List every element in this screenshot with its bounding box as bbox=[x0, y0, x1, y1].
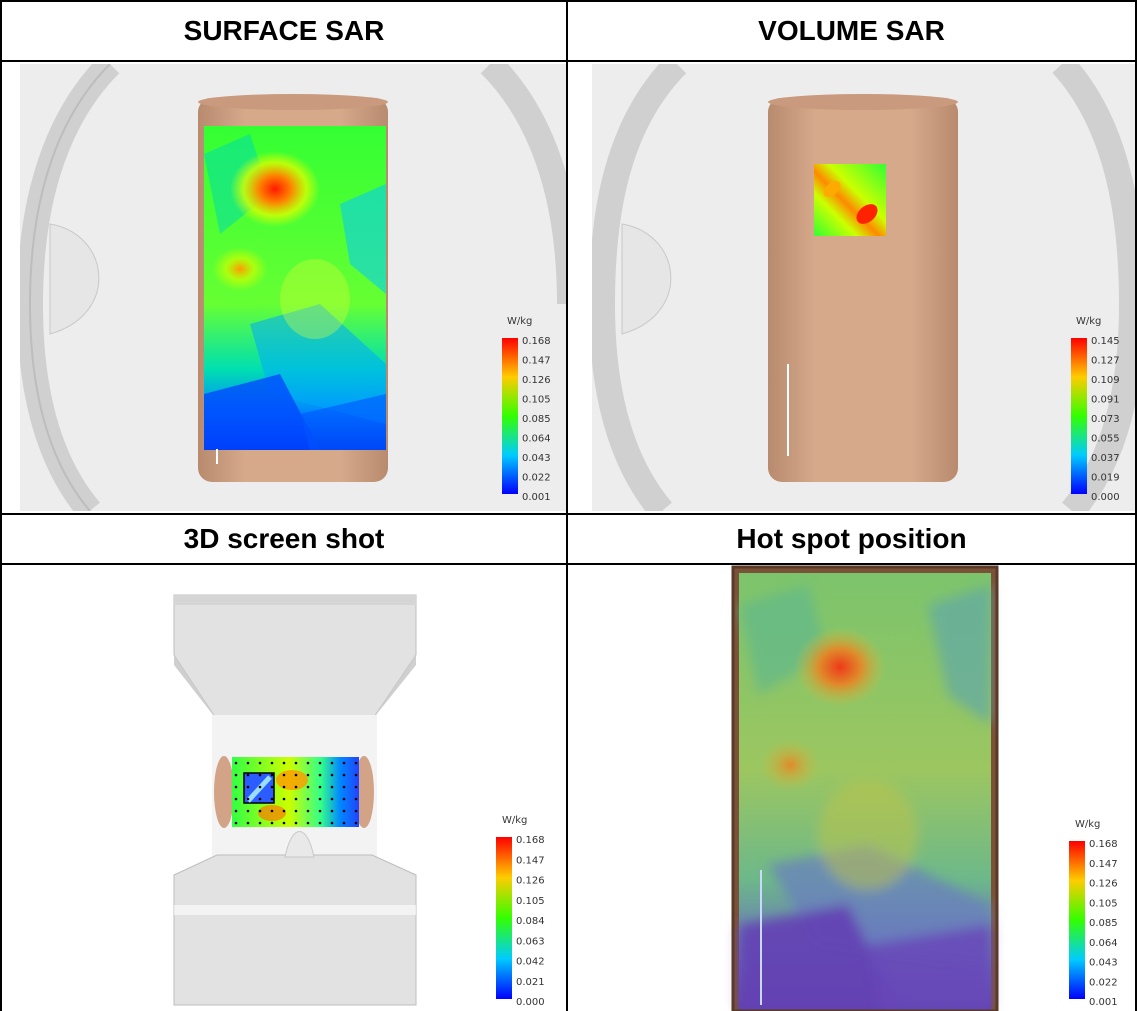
volume-sar-image: W/kg 0.145 0.127 0.109 0.091 0.073 0.055 0.037… bbox=[592, 64, 1135, 511]
header-volume-sar: VOLUME SAR bbox=[758, 15, 945, 46]
legend-tick-label: 0.084 bbox=[516, 916, 545, 927]
table-border-top bbox=[0, 0, 1137, 2]
hotspot-color-scale bbox=[1069, 841, 1085, 999]
legend-tick-label: 0.085 bbox=[1089, 918, 1118, 929]
surface-legend-unit: W/kg bbox=[507, 316, 532, 327]
legend-tick-label: 0.085 bbox=[522, 414, 551, 425]
legend-tick-label: 0.064 bbox=[1089, 938, 1118, 949]
table-border-left bbox=[0, 0, 2, 1011]
screenshot-legend-ticks: 0.168 0.147 0.126 0.105 0.084 0.063 0.042 0.021… bbox=[516, 835, 545, 1008]
legend-tick-label: 0.168 bbox=[516, 835, 545, 846]
legend-tick-label: 0.000 bbox=[1091, 492, 1120, 503]
table-border-middle bbox=[566, 0, 568, 1011]
legend-tick-label: 0.091 bbox=[1091, 395, 1120, 406]
volume-legend-ticks: 0.145 0.127 0.109 0.091 0.073 0.055 0.037 0.019… bbox=[1091, 336, 1120, 503]
legend-tick-label: 0.127 bbox=[1091, 356, 1120, 367]
legend-tick-label: 0.001 bbox=[1089, 997, 1118, 1008]
legend-tick-label: 0.043 bbox=[522, 453, 551, 464]
legend-tick-label: 0.000 bbox=[516, 997, 545, 1008]
surface-legend-ticks: 0.168 0.147 0.126 0.105 0.085 0.064 0.043 0.022… bbox=[522, 336, 551, 503]
screenshot-3d-image: W/kg 0.168 0.147 0.126 0.105 0.084 0.063 0.042… bbox=[2, 565, 566, 1011]
legend-tick-label: 0.021 bbox=[516, 977, 545, 988]
legend-tick-label: 0.055 bbox=[1091, 434, 1120, 445]
legend-tick-label: 0.126 bbox=[516, 876, 545, 887]
legend-tick-label: 0.022 bbox=[1089, 977, 1118, 988]
legend-tick-label: 0.073 bbox=[1091, 414, 1120, 425]
header-hot-spot-position: Hot spot position bbox=[736, 523, 967, 554]
legend-tick-label: 0.147 bbox=[516, 855, 545, 866]
legend-tick-label: 0.037 bbox=[1091, 453, 1120, 464]
legend-tick-label: 0.147 bbox=[1089, 859, 1118, 870]
table-border-row1 bbox=[0, 513, 1137, 515]
table-border-header2 bbox=[0, 563, 1137, 565]
screenshot-legend-unit: W/kg bbox=[502, 815, 527, 826]
legend-tick-label: 0.064 bbox=[522, 434, 551, 445]
legend-tick-label: 0.145 bbox=[1091, 336, 1120, 347]
legend-tick-label: 0.001 bbox=[522, 492, 551, 503]
volume-color-scale bbox=[1071, 338, 1087, 494]
surface-sar-image: W/kg 0.168 0.147 0.126 0.105 0.085 0.064 0.043… bbox=[20, 64, 566, 511]
screenshot-color-scale bbox=[496, 837, 512, 999]
legend-tick-label: 0.105 bbox=[516, 896, 545, 907]
legend-tick-label: 0.043 bbox=[1089, 958, 1118, 969]
table-border-right bbox=[1135, 0, 1137, 1011]
legend-tick-label: 0.105 bbox=[522, 395, 551, 406]
legend-tick-label: 0.019 bbox=[1091, 473, 1120, 484]
legend-tick-label: 0.042 bbox=[516, 957, 545, 968]
legend-tick-label: 0.147 bbox=[522, 356, 551, 367]
legend-tick-label: 0.063 bbox=[516, 936, 545, 947]
hot-spot-image: W/kg 0.168 0.147 0.126 0.105 0.085 0.064 0.043… bbox=[568, 565, 1135, 1011]
hotspot-legend-ticks: 0.168 0.147 0.126 0.105 0.085 0.064 0.043 0.022… bbox=[1089, 839, 1118, 1008]
volume-legend-unit: W/kg bbox=[1076, 316, 1101, 327]
legend-tick-label: 0.168 bbox=[522, 336, 551, 347]
table-border-header1 bbox=[0, 60, 1137, 62]
legend-tick-label: 0.168 bbox=[1089, 839, 1118, 850]
legend-tick-label: 0.126 bbox=[1089, 879, 1118, 890]
surface-color-scale bbox=[502, 338, 518, 494]
header-3d-screen-shot: 3D screen shot bbox=[183, 523, 385, 554]
legend-tick-label: 0.105 bbox=[1089, 898, 1118, 909]
legend-tick-label: 0.126 bbox=[522, 375, 551, 386]
hotspot-legend-unit: W/kg bbox=[1075, 819, 1100, 830]
legend-tick-label: 0.109 bbox=[1091, 375, 1120, 386]
header-surface-sar: SURFACE SAR bbox=[183, 15, 385, 46]
legend-tick-label: 0.022 bbox=[522, 473, 551, 484]
